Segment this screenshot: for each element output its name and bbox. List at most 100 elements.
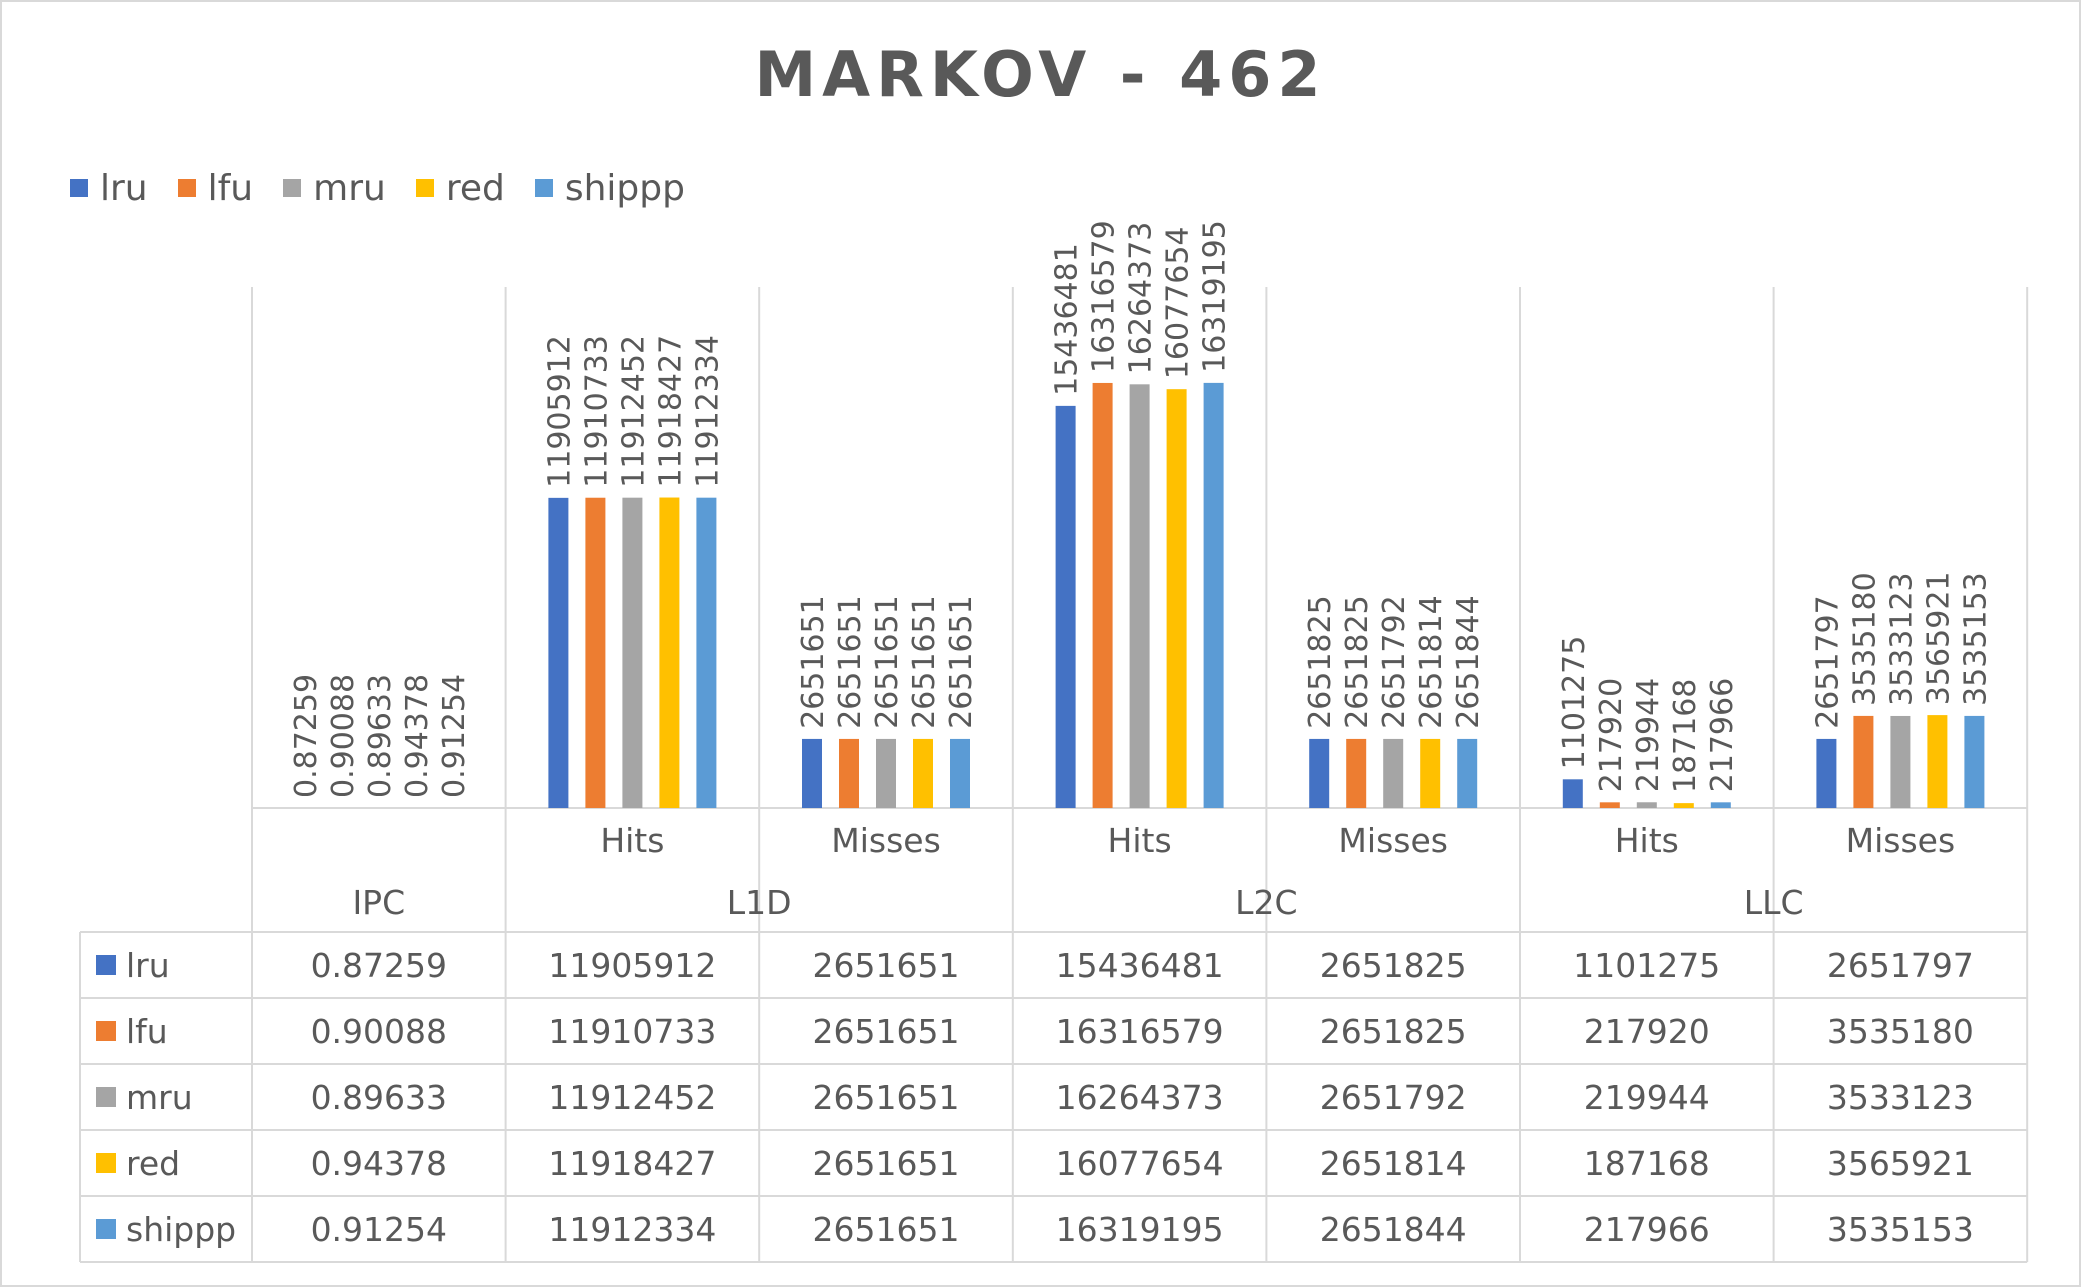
table-cell: 0.94378: [311, 1144, 447, 1183]
bar-lru-l2c-misses: [1309, 738, 1330, 808]
data-label-lru-llc-misses: 2651797: [1810, 595, 1845, 729]
data-label-red-llc-misses: 3565921: [1921, 571, 1956, 705]
subcategory-label: Hits: [1615, 821, 1679, 860]
table-cell: 2651792: [1320, 1078, 1467, 1117]
bar-mru-llc-misses: [1890, 715, 1911, 808]
data-label-lru-l2c-misses: 2651825: [1303, 595, 1338, 729]
data-label-lfu-llc-hits: 217920: [1594, 678, 1629, 793]
bar-lru-llc-misses: [1816, 738, 1837, 808]
data-label-lfu-ipc: 0.90088: [326, 674, 361, 798]
data-label-shippp-llc-hits: 217966: [1705, 678, 1740, 793]
bar-mru-l1d-hits: [622, 497, 643, 808]
table-row-header-lru: lru: [126, 946, 170, 985]
data-label-lru-ipc: 0.87259: [289, 674, 324, 798]
table-legend-key-lfu: [96, 1021, 116, 1041]
data-label-mru-l1d-misses: 2651651: [870, 595, 905, 729]
table-cell: 217966: [1584, 1210, 1710, 1249]
group-label: LLC: [1744, 883, 1804, 922]
legend-item-lfu: lfu: [177, 167, 254, 209]
legend-label-mru: mru: [313, 167, 386, 209]
table-cell: 1101275: [1573, 946, 1720, 985]
data-label-shippp-l2c-hits: 16319195: [1198, 220, 1233, 373]
bar-lfu-l2c-misses: [1346, 738, 1367, 808]
table-cell: 0.87259: [311, 946, 447, 985]
table-cell: 2651814: [1320, 1144, 1467, 1183]
table-legend-key-red: [96, 1153, 116, 1173]
table-legend-key-lru: [96, 955, 116, 975]
bar-lfu-l2c-hits: [1092, 382, 1113, 808]
data-label-shippp-l1d-misses: 2651651: [944, 595, 979, 729]
subcategory-label: Misses: [1338, 821, 1448, 860]
bar-shippp-llc-hits: [1710, 802, 1731, 808]
group-label: L1D: [727, 883, 792, 922]
bar-shippp-l2c-hits: [1203, 382, 1224, 808]
table-cell: 2651651: [813, 1012, 960, 1051]
table-cell: 2651651: [813, 946, 960, 985]
bar-red-l2c-hits: [1166, 389, 1187, 808]
table-cell: 16319195: [1056, 1210, 1224, 1249]
data-label-shippp-l2c-misses: 2651844: [1451, 595, 1486, 729]
table-cell: 0.89633: [311, 1078, 447, 1117]
bar-shippp-l2c-misses: [1457, 738, 1478, 808]
bar-lfu-llc-hits: [1599, 802, 1620, 808]
table-cell: 2651825: [1320, 1012, 1467, 1051]
table-cell: 16264373: [1056, 1078, 1224, 1117]
data-label-red-l1d-hits: 11918427: [653, 335, 688, 488]
table-cell: 2651651: [813, 1144, 960, 1183]
table-cell: 11912334: [548, 1210, 716, 1249]
subcategory-label: Misses: [1846, 821, 1956, 860]
bar-lru-l1d-hits: [548, 497, 569, 808]
bar-lru-l1d-misses: [802, 738, 822, 808]
legend-swatch-mru: [283, 179, 302, 197]
bar-red-l2c-misses: [1420, 738, 1441, 808]
table-cell: 217920: [1584, 1012, 1710, 1051]
table-legend-key-mru: [96, 1087, 116, 1107]
bar-shippp-l1d-hits: [696, 497, 717, 808]
legend-swatch-shippp: [534, 179, 553, 197]
table-cell: 2651651: [813, 1078, 960, 1117]
legend-item-shippp: shippp: [534, 168, 685, 209]
group-label: L2C: [1235, 883, 1297, 922]
bar-mru-l1d-misses: [876, 738, 896, 808]
table-cell: 3565921: [1827, 1144, 1974, 1183]
bar-red-llc-misses: [1927, 715, 1948, 808]
data-label-mru-ipc: 0.89633: [363, 674, 398, 798]
data-label-lru-l2c-hits: 15436481: [1050, 243, 1085, 396]
table-cell: 11905912: [548, 946, 716, 985]
table-cell: 2651825: [1320, 946, 1467, 985]
legend-swatch-lfu: [177, 179, 196, 197]
data-label-mru-l2c-misses: 2651792: [1377, 595, 1412, 729]
table-cell: 2651797: [1827, 946, 1974, 985]
bar-lru-llc-hits: [1562, 779, 1583, 808]
bar-lru-l2c-hits: [1055, 405, 1076, 808]
table-cell: 2651844: [1320, 1210, 1467, 1249]
data-label-mru-l2c-hits: 16264373: [1124, 222, 1159, 375]
group-label: IPC: [352, 883, 405, 922]
subcategory-label: Hits: [1108, 821, 1172, 860]
table-row-header-red: red: [126, 1144, 180, 1183]
table-cell: 2651651: [813, 1210, 960, 1249]
bar-red-llc-hits: [1673, 803, 1694, 808]
table-cell: 3535153: [1827, 1210, 1974, 1249]
legend-item-red: red: [415, 168, 505, 209]
bar-red-l1d-misses: [913, 738, 933, 808]
table-cell: 11910733: [548, 1012, 716, 1051]
data-label-mru-llc-misses: 3533123: [1884, 572, 1919, 706]
data-label-shippp-llc-misses: 3535153: [1958, 572, 1993, 706]
table-cell: 16077654: [1056, 1144, 1224, 1183]
table-cell: 0.91254: [311, 1210, 447, 1249]
data-label-lfu-l2c-hits: 16316579: [1087, 220, 1122, 373]
chart-title: MARKOV - 462: [754, 38, 1327, 111]
data-label-red-l2c-misses: 2651814: [1414, 595, 1449, 729]
legend-label-lfu: lfu: [207, 167, 254, 209]
data-label-red-ipc: 0.94378: [400, 674, 435, 798]
data-label-red-l1d-misses: 2651651: [907, 595, 942, 729]
table-cell: 11918427: [548, 1144, 716, 1183]
data-label-mru-llc-hits: 219944: [1631, 678, 1666, 793]
data-label-shippp-ipc: 0.91254: [437, 674, 472, 798]
legend-swatch-lru: [70, 179, 88, 197]
bar-red-l1d-hits: [659, 497, 680, 808]
legend-label-lru: lru: [100, 167, 148, 209]
